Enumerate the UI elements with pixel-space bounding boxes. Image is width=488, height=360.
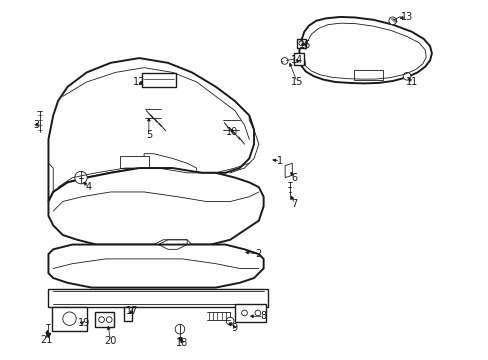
Circle shape [106,317,112,323]
Text: 10: 10 [226,127,238,137]
Circle shape [75,171,87,184]
Text: 1: 1 [277,156,283,166]
Text: 4: 4 [86,182,92,192]
Circle shape [226,317,233,325]
FancyBboxPatch shape [52,307,86,330]
FancyBboxPatch shape [297,39,305,48]
Text: 20: 20 [104,336,117,346]
Circle shape [298,41,303,46]
Text: 9: 9 [231,323,238,333]
Circle shape [281,58,287,64]
Circle shape [403,72,410,80]
Circle shape [175,324,184,334]
Polygon shape [144,154,196,173]
Circle shape [255,310,260,316]
Text: 11: 11 [405,77,417,87]
Polygon shape [48,168,263,244]
Polygon shape [299,17,431,84]
Text: 12: 12 [133,77,145,87]
Text: 15: 15 [290,77,303,87]
Text: 5: 5 [145,130,152,140]
FancyBboxPatch shape [294,53,303,65]
FancyBboxPatch shape [123,307,132,321]
FancyBboxPatch shape [48,288,268,307]
Text: 8: 8 [260,311,266,321]
Text: 2: 2 [255,249,262,259]
Polygon shape [48,244,263,288]
Circle shape [99,317,104,323]
Polygon shape [285,163,292,177]
FancyBboxPatch shape [354,69,383,80]
Polygon shape [48,58,254,202]
FancyBboxPatch shape [142,73,175,87]
Text: 16: 16 [299,40,311,50]
Text: 21: 21 [40,335,52,345]
Polygon shape [153,240,191,254]
FancyBboxPatch shape [120,156,148,168]
Text: 17: 17 [126,306,138,316]
Text: 18: 18 [176,338,188,347]
FancyBboxPatch shape [234,304,265,322]
Circle shape [241,310,247,316]
Text: 13: 13 [400,13,412,22]
Text: 6: 6 [291,172,297,183]
Text: 19: 19 [78,319,90,328]
Circle shape [62,312,76,325]
Text: 7: 7 [291,199,297,209]
Text: 3: 3 [33,120,40,130]
FancyBboxPatch shape [95,312,114,327]
Text: 14: 14 [290,55,303,66]
Circle shape [388,17,396,24]
